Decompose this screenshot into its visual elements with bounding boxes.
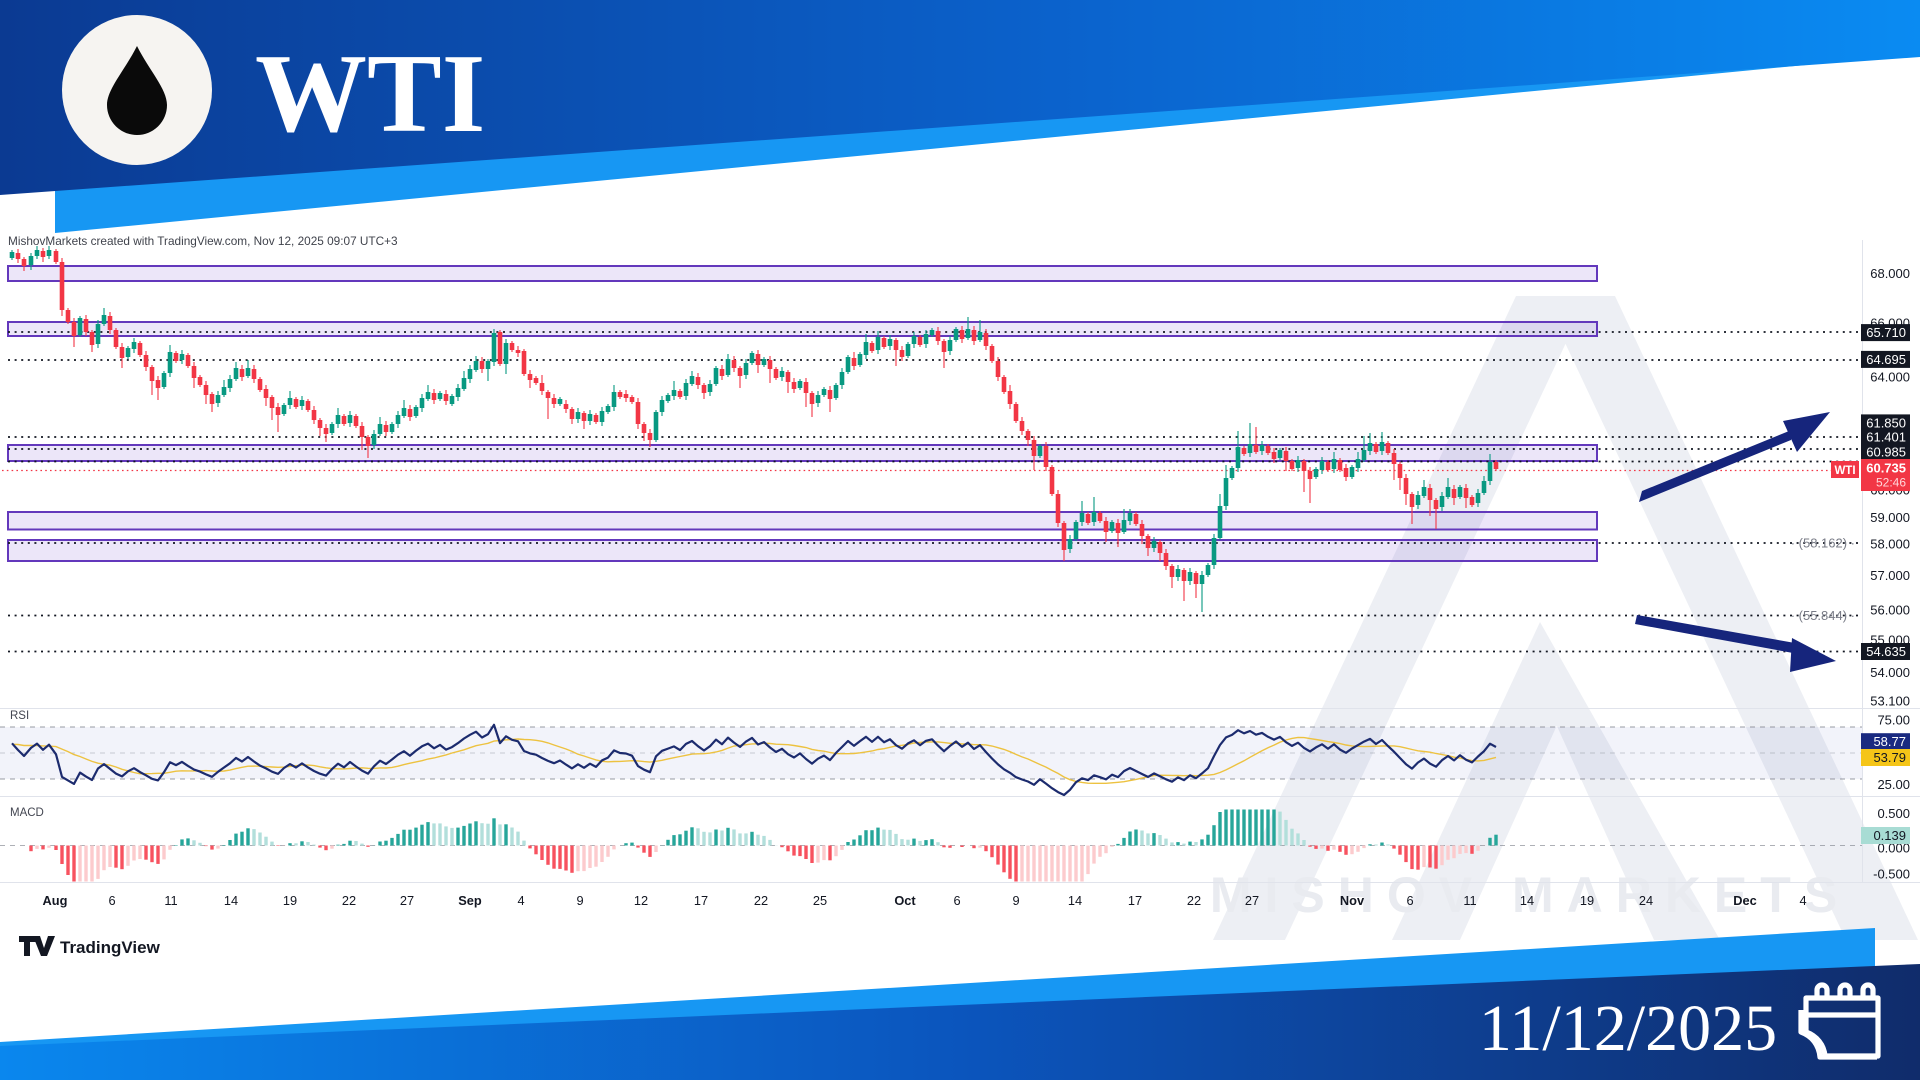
svg-text:52:46: 52:46 xyxy=(1876,476,1906,490)
svg-text:75.00: 75.00 xyxy=(1877,713,1910,728)
svg-text:11: 11 xyxy=(164,893,177,908)
svg-text:64.695: 64.695 xyxy=(1866,352,1906,367)
svg-text:MISHOV MARKETS: MISHOV MARKETS xyxy=(1210,867,1850,923)
svg-text:11/12/2025: 11/12/2025 xyxy=(1479,992,1777,1065)
svg-text:17: 17 xyxy=(1128,893,1142,908)
svg-text:54.000: 54.000 xyxy=(1870,665,1910,680)
svg-text:· (55.844) ·: · (55.844) · xyxy=(1791,608,1855,623)
svg-text:22: 22 xyxy=(342,893,356,908)
svg-text:4: 4 xyxy=(1799,893,1806,908)
svg-text:0.500: 0.500 xyxy=(1877,806,1910,821)
svg-text:6: 6 xyxy=(1406,893,1413,908)
svg-text:11: 11 xyxy=(1463,893,1476,908)
svg-text:64.000: 64.000 xyxy=(1870,370,1910,385)
svg-text:17: 17 xyxy=(694,893,708,908)
svg-text:65.710: 65.710 xyxy=(1866,325,1906,340)
svg-text:Sep: Sep xyxy=(458,893,482,908)
svg-text:25: 25 xyxy=(813,893,827,908)
svg-text:58.77: 58.77 xyxy=(1873,734,1906,749)
svg-text:· (58.162) ·: · (58.162) · xyxy=(1791,536,1855,551)
svg-text:Aug: Aug xyxy=(43,893,68,908)
svg-text:58.000: 58.000 xyxy=(1870,537,1910,552)
svg-text:19: 19 xyxy=(1580,893,1594,908)
svg-text:57.000: 57.000 xyxy=(1870,568,1910,583)
svg-text:60.735: 60.735 xyxy=(1866,461,1906,476)
svg-text:Dec: Dec xyxy=(1733,893,1756,908)
svg-text:0.139: 0.139 xyxy=(1873,828,1906,843)
svg-text:54.635: 54.635 xyxy=(1866,644,1906,659)
svg-text:56.000: 56.000 xyxy=(1870,603,1910,618)
svg-text:12: 12 xyxy=(634,893,648,908)
svg-text:0.000: 0.000 xyxy=(1877,841,1910,856)
svg-text:22: 22 xyxy=(754,893,768,908)
svg-text:RSI: RSI xyxy=(10,710,29,722)
svg-text:59.000: 59.000 xyxy=(1870,510,1910,525)
svg-text:53.100: 53.100 xyxy=(1870,694,1910,709)
svg-text:Oct: Oct xyxy=(894,893,916,908)
svg-text:6: 6 xyxy=(108,893,115,908)
svg-text:68.000: 68.000 xyxy=(1870,266,1910,281)
svg-text:61.401: 61.401 xyxy=(1866,429,1906,444)
svg-text:24: 24 xyxy=(1639,893,1653,908)
svg-text:-0.500: -0.500 xyxy=(1873,867,1910,882)
svg-text:14: 14 xyxy=(1068,893,1082,908)
svg-text:Nov: Nov xyxy=(1340,893,1365,908)
svg-text:53.79: 53.79 xyxy=(1873,750,1906,765)
svg-text:60.985: 60.985 xyxy=(1866,445,1906,460)
svg-text:19: 19 xyxy=(283,893,297,908)
svg-text:9: 9 xyxy=(1012,893,1019,908)
svg-text:25.00: 25.00 xyxy=(1877,777,1910,792)
svg-text:27: 27 xyxy=(400,893,414,908)
svg-text:61.850: 61.850 xyxy=(1866,415,1906,430)
svg-text:9: 9 xyxy=(576,893,583,908)
svg-text:WTI: WTI xyxy=(1834,465,1855,477)
svg-text:14: 14 xyxy=(1520,893,1534,908)
svg-text:WTI: WTI xyxy=(255,32,485,156)
svg-text:MACD: MACD xyxy=(10,807,44,819)
svg-text:6: 6 xyxy=(953,893,960,908)
svg-text:MishovMarkets created with Tra: MishovMarkets created with TradingView.c… xyxy=(8,234,398,248)
svg-text:27: 27 xyxy=(1245,893,1259,908)
svg-text:22: 22 xyxy=(1187,893,1201,908)
svg-text:14: 14 xyxy=(224,893,238,908)
svg-text:4: 4 xyxy=(517,893,524,908)
svg-text:TradingView: TradingView xyxy=(60,938,161,957)
